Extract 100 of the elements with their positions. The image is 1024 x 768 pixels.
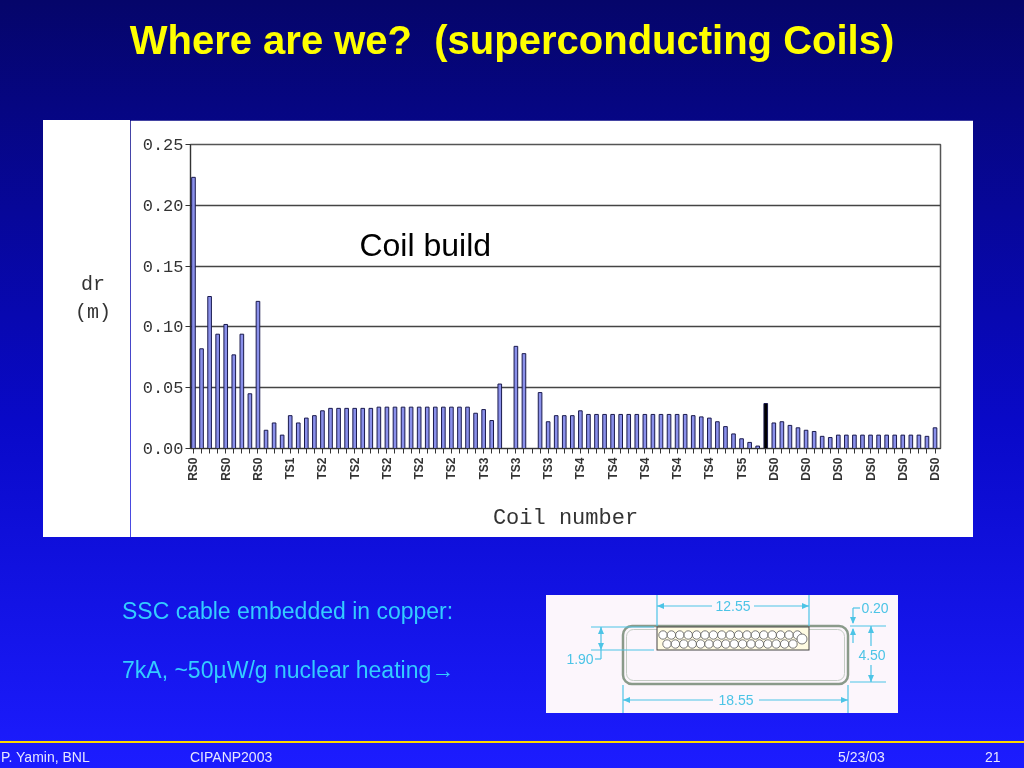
bar	[642, 413, 648, 449]
text: 5/23/03	[838, 748, 885, 766]
x-tick-label: TS2	[315, 457, 330, 480]
bar	[561, 415, 567, 449]
bar	[715, 421, 720, 449]
bar	[755, 445, 761, 449]
bar	[900, 434, 906, 449]
x-tick-label: RS0	[218, 457, 233, 481]
x-tick-label: RS0	[250, 457, 265, 481]
x-tick-label: TS2	[444, 457, 459, 480]
text: 21	[985, 748, 1001, 766]
text: 7kA, ~50µW/g nuclear heating→	[122, 656, 455, 685]
bar	[465, 406, 470, 449]
bar	[924, 435, 930, 449]
bar	[835, 434, 841, 449]
bar	[457, 406, 462, 449]
bar	[723, 426, 728, 449]
y-tick-label: 0.00	[142, 440, 184, 459]
bar	[368, 407, 374, 449]
bar	[497, 383, 503, 449]
bar	[271, 422, 277, 449]
bar	[916, 434, 922, 449]
bar	[819, 435, 825, 449]
bar	[239, 333, 245, 449]
bar	[707, 417, 712, 449]
bar	[594, 413, 599, 449]
text: 18.55	[718, 692, 754, 708]
bar	[618, 413, 623, 449]
x-tick-label: TS3	[508, 457, 523, 480]
bar	[304, 417, 309, 449]
bar	[416, 406, 422, 449]
bar	[747, 441, 752, 449]
x-tick-label: DS0	[863, 457, 878, 481]
bar	[207, 296, 212, 449]
bar	[336, 407, 341, 449]
x-tick-label: TS5	[734, 457, 749, 480]
bar	[400, 406, 406, 449]
x-tick-label: DS0	[831, 457, 846, 481]
bar	[876, 434, 881, 449]
bar	[215, 333, 220, 449]
bar	[247, 393, 253, 449]
text: 4.50	[858, 647, 886, 663]
x-tick-label: TS3	[541, 457, 556, 480]
bar	[892, 434, 898, 449]
bar	[682, 413, 688, 449]
y-tick-label: 0.05	[142, 379, 184, 399]
text: 1.90	[566, 651, 594, 667]
y-axis-title: dr (m)	[74, 272, 112, 326]
x-axis-title: Coil number	[492, 505, 639, 531]
bar	[739, 438, 744, 449]
x-tick-label: DS0	[895, 457, 910, 481]
bar	[674, 413, 680, 449]
bar	[231, 354, 237, 449]
x-tick-label: TS4	[702, 457, 717, 480]
y-tick-label: 0.15	[142, 257, 184, 277]
bar	[634, 413, 640, 449]
x-tick-label: TS3	[476, 457, 491, 480]
bar	[698, 416, 704, 449]
bar	[360, 407, 366, 449]
bar	[223, 323, 229, 449]
bar	[545, 421, 551, 449]
text: 0.20	[861, 600, 889, 616]
annotation: Coil build	[359, 227, 492, 264]
bar	[690, 415, 696, 449]
bar	[441, 406, 446, 449]
bar	[432, 406, 438, 449]
y-tick-label: 0.25	[142, 136, 184, 155]
bar	[489, 420, 495, 449]
bar	[586, 413, 591, 449]
bar	[860, 434, 865, 449]
bar	[449, 406, 454, 449]
bar	[908, 434, 914, 449]
bar	[884, 434, 889, 449]
x-tick-label: DS0	[928, 457, 943, 481]
bar	[199, 348, 204, 449]
x-tick-label: TS4	[573, 457, 588, 480]
y-tick-label: 0.20	[142, 196, 184, 216]
bar	[626, 413, 632, 449]
bar	[771, 422, 777, 449]
bar	[844, 434, 849, 449]
bar	[295, 422, 301, 449]
bar	[424, 406, 430, 449]
bar	[650, 413, 656, 449]
y-tick-label: 0.10	[142, 318, 184, 338]
bar	[191, 176, 196, 449]
bar	[602, 413, 607, 449]
x-tick-label: TS1	[283, 457, 298, 480]
bar	[328, 407, 333, 449]
bar	[578, 410, 583, 449]
bar	[352, 407, 357, 449]
text: CIPANP2003	[190, 748, 273, 766]
x-tick-label: TS4	[605, 457, 620, 480]
text: 12.55	[715, 598, 751, 614]
x-tick-label: TS2	[412, 457, 427, 480]
x-tick-label: TS2	[347, 457, 362, 480]
bar	[481, 409, 486, 449]
text: P. Yamin, BNL	[1, 748, 90, 766]
bar	[731, 433, 736, 449]
bar	[610, 413, 615, 449]
bar	[779, 421, 785, 449]
